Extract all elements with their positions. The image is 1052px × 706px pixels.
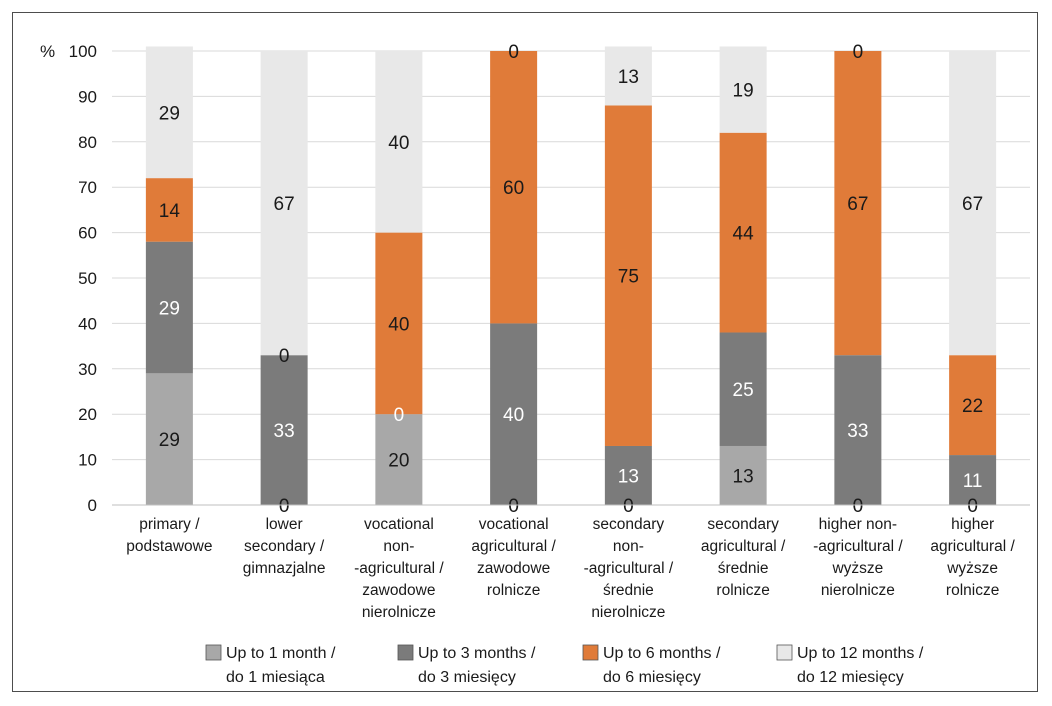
data-label: 60: [503, 178, 524, 199]
bar-segment: [375, 414, 423, 505]
x-axis: primary / podstawowe lower secondary / gimna…: [112, 504, 1030, 621]
data-label: 0: [279, 346, 290, 367]
y-tick-label: 50: [78, 269, 97, 288]
x-tick-label: secondary agricultural / średnie rolnicze: [701, 516, 786, 599]
bar-segment: [375, 232, 423, 415]
bar-segment: [604, 445, 652, 505]
legend-label: Up to 6 months / do 6 miesięcy: [603, 645, 721, 686]
y-tick-label: 60: [78, 224, 97, 243]
legend-swatch: [582, 644, 599, 661]
data-label: 20: [388, 451, 409, 472]
legend-label: Up to 3 months / do 3 miesięcy: [418, 645, 536, 686]
data-label: 67: [847, 194, 868, 215]
data-label: 0: [967, 496, 978, 517]
bar-segment: [949, 51, 997, 356]
bar-segment: [719, 46, 767, 133]
x-tick-label: higher non--agricultural / wyższe nierolni…: [813, 516, 903, 599]
bar-segment: [949, 455, 997, 505]
bar-segment: [145, 241, 193, 374]
data-label: 29: [159, 299, 180, 320]
y-axis: % 0 10 20 30 40 50 60 70 80 90 100: [40, 42, 97, 515]
y-tick-label: 100: [69, 42, 97, 61]
gridlines: [112, 50, 1030, 506]
data-label: 33: [847, 421, 868, 442]
data-label: 67: [274, 194, 295, 215]
data-label: 33: [274, 421, 295, 442]
data-label: 0: [394, 405, 405, 426]
y-tick-label: 30: [78, 360, 97, 379]
data-label: 25: [733, 380, 754, 401]
bar-segment: [604, 105, 652, 446]
legend-label: Up to 12 months / do 12 miesięcy: [797, 645, 924, 686]
x-tick-label: vocational non--agricultural / zawodowe nie…: [354, 516, 444, 621]
legend-swatch: [397, 644, 414, 661]
bar-segment: [490, 323, 538, 505]
data-label: 67: [962, 194, 983, 215]
legend-swatch: [205, 644, 222, 661]
data-label: 13: [618, 466, 639, 487]
x-tick-label: higher agricultural / wyższe rolnicze: [930, 516, 1015, 599]
y-axis-label: %: [40, 42, 55, 61]
y-tick-label: 20: [78, 405, 97, 424]
bars: 29 29 14 29 0 33 0 67 20 0 40 40 0 40 60 0 0 13 75 13 13 25 44…: [145, 42, 997, 517]
data-label: 0: [508, 496, 519, 517]
data-label: 13: [618, 67, 639, 88]
data-label: 75: [618, 267, 639, 288]
y-tick-label: 70: [78, 178, 97, 197]
legend: Up to 1 month / do 1 miesiąca Up to 3 mont…: [205, 644, 924, 686]
x-tick-label: vocational agricultural / zawodowe rolnicze: [471, 516, 556, 599]
y-tick-label: 40: [78, 314, 97, 333]
bar-segment: [260, 355, 308, 505]
data-label: 0: [853, 496, 864, 517]
bar-segment: [834, 51, 882, 356]
bar-segment: [145, 373, 193, 505]
data-label: 19: [733, 81, 754, 102]
data-label: 29: [159, 430, 180, 451]
y-tick-label: 80: [78, 133, 97, 152]
data-label: 40: [388, 133, 409, 154]
y-tick-label: 10: [78, 451, 97, 470]
data-label: 14: [159, 201, 181, 222]
bar-segment: [490, 51, 538, 324]
bar-segment: [260, 51, 308, 356]
bar-segment: [719, 132, 767, 333]
bar-segment: [719, 332, 767, 446]
bar-segment: [719, 445, 767, 505]
y-tick-label: 90: [78, 87, 97, 106]
x-tick-label: primary / podstawowe: [126, 516, 212, 555]
data-label: 44: [733, 224, 755, 245]
x-tick-label: secondary non--agricultural / średnie niero…: [584, 516, 674, 621]
data-label: 13: [733, 466, 754, 487]
data-label: 22: [962, 396, 983, 417]
bar-segment: [834, 355, 882, 505]
bar-segment: [604, 46, 652, 106]
bar-segment: [375, 51, 423, 233]
bar-segment: [949, 355, 997, 456]
bar-segment: [145, 46, 193, 179]
bar-segment: [145, 178, 193, 242]
x-tick-label: lower secondary / gimnazjalne: [243, 516, 326, 577]
legend-swatch: [776, 644, 793, 661]
legend-label: Up to 1 month / do 1 miesiąca: [226, 645, 336, 686]
data-label: 29: [159, 103, 180, 124]
data-label: 40: [503, 405, 524, 426]
data-label: 0: [623, 496, 634, 517]
data-label: 0: [279, 496, 290, 517]
y-tick-label: 0: [88, 496, 97, 515]
data-label: 40: [388, 314, 409, 335]
data-label: 0: [508, 42, 519, 63]
data-label: 0: [853, 42, 864, 63]
data-label: 11: [963, 471, 983, 492]
